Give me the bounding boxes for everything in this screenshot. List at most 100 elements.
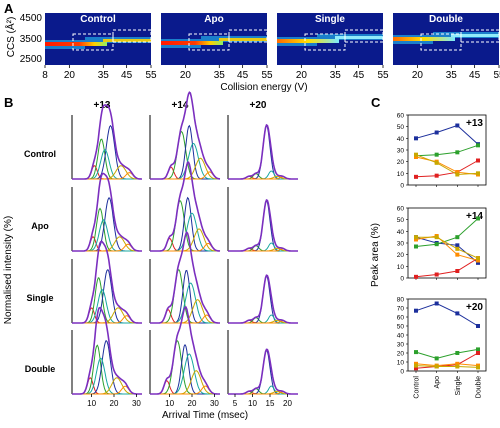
peak-area-point	[476, 158, 480, 163]
arrival-component-curve	[72, 289, 142, 324]
peak-area-series-line	[415, 257, 479, 278]
heatmap-single: Single 20 35 45 55	[277, 13, 389, 81]
heatmap-xtick-label: 55	[145, 70, 157, 81]
peak-area-point	[434, 242, 439, 247]
panelB-ylabel: Normalised intensity (%)	[3, 216, 14, 324]
peak-area-point	[455, 269, 460, 273]
peak-area-point	[476, 324, 480, 328]
panelA-ylabel: CCS (Å²)	[4, 17, 17, 58]
peak-area-category-label: Apo	[434, 376, 441, 389]
peak-area-point	[414, 244, 418, 249]
peak-area-ytick-label: 70	[397, 306, 405, 313]
peak-area-ytick-label: 0	[400, 276, 404, 283]
panelB-row-label: Single	[26, 293, 53, 303]
peak-area-series-line	[416, 236, 479, 259]
arrival-envelope-curve	[228, 348, 298, 395]
panelA-xlabel: Collision energy (V)	[220, 82, 307, 93]
arrival-envelope-curve	[228, 199, 298, 252]
peak-area-point	[476, 258, 480, 263]
heatmap-xtick-label: 8	[42, 70, 48, 81]
arrival-envelope-curve	[72, 172, 142, 252]
peak-area-point	[414, 237, 418, 242]
heatmap-xtick-label: 35	[98, 70, 110, 81]
peak-area-series-line	[415, 236, 479, 264]
peak-area-point	[476, 347, 480, 352]
arrival-plot-control-0	[71, 104, 142, 180]
peak-area-point	[414, 235, 418, 240]
peak-area-series-line	[415, 365, 479, 368]
panelB-row-label: Double	[25, 364, 56, 374]
peak-area-point	[434, 301, 439, 306]
peak-area-point	[414, 174, 418, 179]
peak-area-ytick-label: 80	[397, 297, 405, 304]
peak-area-title: +20	[466, 302, 483, 313]
peak-area-ytick-label: 20	[397, 159, 405, 166]
peak-area-point	[414, 155, 418, 159]
peak-area-panel-0: 0 10 20 30 40 50 60 +13	[397, 113, 487, 190]
panel-label-c: C	[371, 95, 381, 110]
peak-area-point	[476, 365, 480, 370]
peak-area-panel-2: 0 10 20 30 40 50 60 70 80 +20	[397, 297, 487, 376]
arrival-plot-apo-2	[227, 187, 298, 252]
arrival-plot-double-2: 5 10 15 20	[227, 330, 298, 408]
heatmap-xtick-label: 45	[469, 70, 481, 81]
arrival-xtick-label: 20	[110, 399, 119, 408]
panelA-ytick-2500: 2500	[20, 54, 43, 65]
heatmap-xtick-label: 45	[237, 70, 249, 81]
heatmap-xtick-label: 20	[296, 70, 308, 81]
peak-area-ytick-label: 10	[397, 264, 405, 271]
arrival-xtick-label: 5	[233, 399, 238, 408]
panelC-ylabel: Peak area (%)	[370, 223, 381, 287]
peak-area-ytick-label: 50	[397, 124, 405, 131]
peak-area-ytick-label: 30	[397, 342, 405, 349]
peak-area-series-line	[415, 154, 479, 176]
arrival-component-curve	[72, 149, 142, 180]
peak-area-point	[434, 272, 439, 277]
peak-area-ytick-label: 60	[397, 315, 405, 322]
arrival-envelope-curve	[150, 231, 220, 324]
peak-area-point	[434, 130, 439, 135]
peak-area-point	[455, 170, 460, 175]
panelA-heatmaps: Control 8 20 35 45 55 Apo 20 35 45 55 Single 20 35 45 5…	[42, 13, 500, 81]
panel-label-a: A	[4, 1, 14, 16]
panelB-xlabel: Arrival Time (msec)	[162, 410, 248, 421]
peak-area-ytick-label: 0	[400, 369, 404, 376]
arrival-envelope-curve	[150, 91, 221, 180]
peak-area-point	[455, 351, 460, 355]
heatmap-control: Control 8 20 35 45 55	[42, 13, 157, 81]
arrival-xtick-label: 10	[248, 399, 257, 408]
heatmap-band	[161, 41, 223, 45]
peak-area-point	[414, 152, 418, 157]
peak-area-point	[434, 235, 439, 240]
panel-label-b: B	[4, 95, 13, 110]
peak-area-point	[434, 364, 439, 369]
panelB-column-title: +20	[250, 100, 267, 111]
arrival-component-curve	[72, 357, 142, 395]
peak-area-point	[476, 216, 480, 221]
peak-area-point	[455, 172, 460, 177]
peak-area-category-label: Control	[414, 376, 421, 399]
peak-area-series-line	[415, 352, 479, 369]
heatmap-band-high	[103, 39, 151, 42]
heatmap-xtick-label: 35	[446, 70, 458, 81]
peak-area-point	[414, 308, 418, 313]
peak-area-title: +14	[466, 211, 483, 222]
peak-area-point	[414, 366, 418, 371]
peak-area-point	[455, 364, 460, 369]
panelC-peak-area-plots: 0 10 20 30 40 50 60 +13 0 10 20 30 40 50 60 +14 0 10 20 30 4…	[397, 113, 487, 399]
arrival-envelope-curve	[228, 123, 298, 180]
peak-area-ytick-label: 40	[397, 333, 405, 340]
heatmap-xtick-label: 55	[493, 70, 500, 81]
peak-area-category-label: Double	[476, 376, 483, 398]
arrival-xtick-label: 30	[210, 399, 219, 408]
arrival-plot-control-2	[227, 115, 298, 180]
panelA-ytick-3500: 3500	[20, 34, 43, 45]
panelB-column-title: +13	[94, 100, 111, 111]
peak-area-ytick-label: 0	[400, 183, 404, 190]
arrival-xtick-label: 10	[165, 399, 174, 408]
heatmap-band-high	[451, 34, 499, 37]
peak-area-point	[455, 150, 460, 155]
heatmap-band	[45, 42, 107, 46]
arrival-xtick-label: 30	[132, 399, 141, 408]
